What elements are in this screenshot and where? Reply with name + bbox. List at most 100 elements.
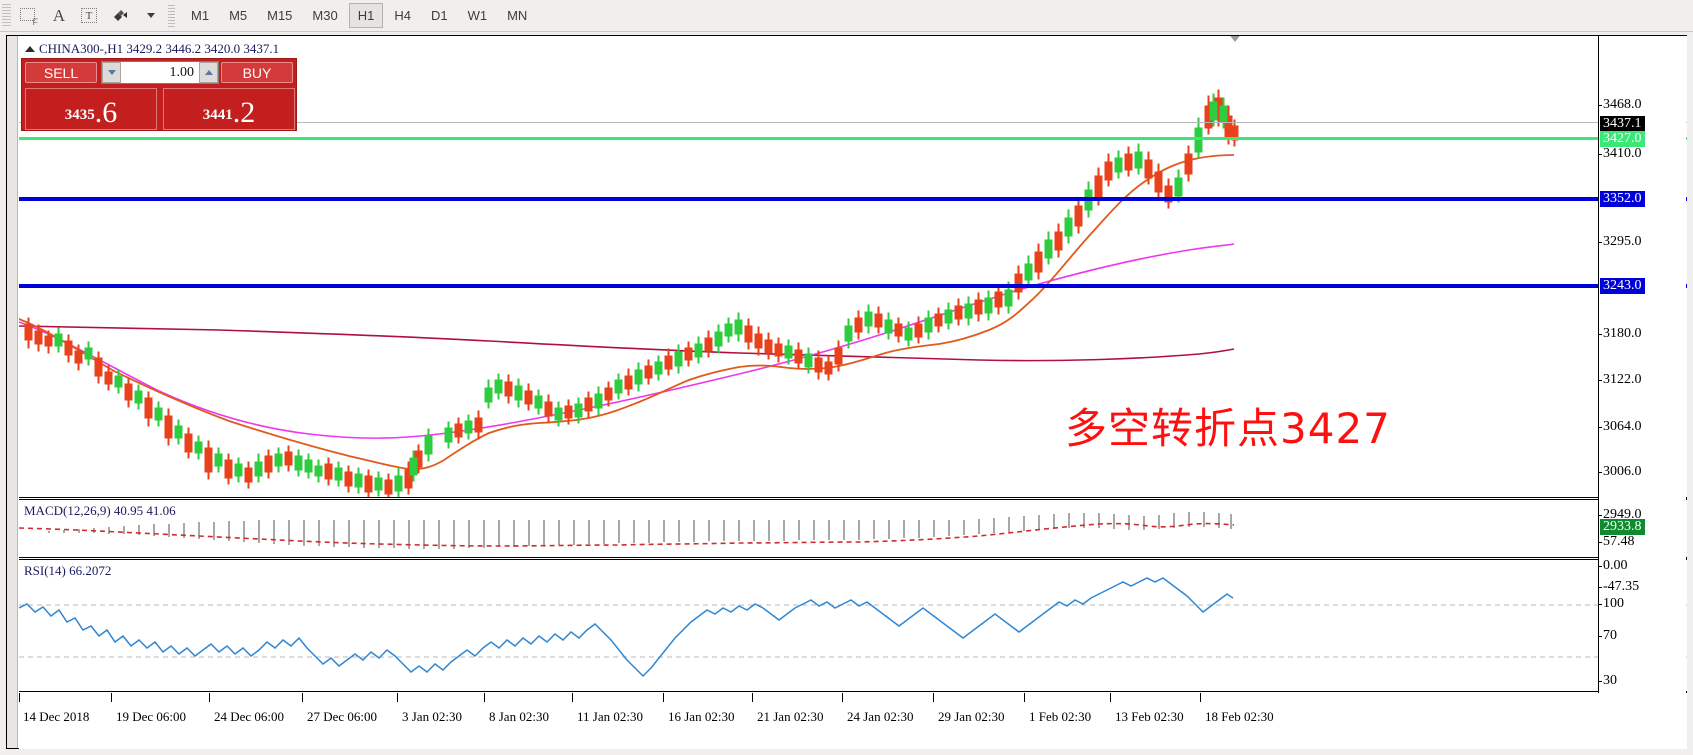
current-bar-marker-icon [1228,36,1242,42]
timeframe-m30[interactable]: M30 [312,8,338,23]
collapse-triangle-icon[interactable] [25,46,35,52]
timeframe-d1[interactable]: D1 [430,8,448,23]
timeframe-m1[interactable]: M1 [191,8,210,23]
time-sep [19,693,20,702]
macd-label: MACD(12,26,9) 40.95 41.06 [24,503,176,518]
chevron-down-icon [147,13,155,18]
time-sep [1200,693,1201,702]
time-label-5: 8 Jan 02:30 [489,709,549,724]
chart-symbol-ohlc-text: CHINA300-,H1 3429.2 3446.2 3420.0 3437.1 [39,41,280,56]
rsi-label: RSI(14) 66.2072 [24,563,112,578]
time-sep [484,693,485,702]
ma-long-line [19,325,1235,362]
time-label-10: 29 Jan 02:30 [938,709,1005,724]
volume-increase-button[interactable] [199,62,218,83]
objects-shape-icon [114,9,127,21]
support-level-label: 3243.0 [1600,278,1645,294]
support-line-3243 [19,284,1687,288]
macd-scale-zero: 0.00 [1598,558,1628,573]
timeframe-h1[interactable]: H1 [348,3,384,28]
price-tick-2949: 2949.0 [1598,507,1642,522]
time-sep [663,693,664,702]
chart-vertical-scrollbar[interactable] [7,36,18,748]
time-label-6: 11 Jan 02:30 [577,709,643,724]
resistance-level-label: 3352.0 [1600,191,1645,207]
buy-button[interactable]: BUY [221,62,293,83]
time-sep [397,693,398,702]
toolbar-separator [168,4,175,27]
one-click-trading-panel: SELL 1.00 BUY 3435.6 3441.2 [21,58,297,131]
buy-price-display[interactable]: 3441.2 [163,88,295,130]
time-label-13: 18 Feb 02:30 [1205,709,1274,724]
time-label-2: 24 Dec 06:00 [214,709,285,724]
price-tick-3468: 3468.0 [1598,97,1642,112]
text-box-glyph: T [85,9,93,22]
price-pane[interactable]: 多空转折点3427 [19,36,1687,498]
rsi-pane[interactable]: RSI(14) 66.2072 [19,559,1687,692]
time-label-9: 24 Jan 02:30 [847,709,914,724]
text-label-glyph: A [52,5,66,25]
buy-price-decimal: .2 [232,96,256,129]
rsi-line [19,577,1234,678]
volume-input[interactable]: 1.00 [169,64,195,80]
chart-symbol-header: CHINA300-,H1 3429.2 3446.2 3420.0 3437.1 [25,41,279,57]
time-sep [572,693,573,702]
time-label-11: 1 Feb 02:30 [1029,709,1092,724]
macd-scale-min: -47.35 [1597,579,1640,594]
time-label-1: 19 Dec 06:00 [116,709,187,724]
bid-price-label: 3427.0 [1600,131,1645,147]
price-scale-axis[interactable]: 3468.0 3410.0 3295.0 3180.0 3122.0 3064.… [1597,36,1686,748]
price-tick-3006: 3006.0 [1598,464,1642,479]
volume-stepper[interactable]: 1.00 [101,61,219,84]
crosshair-f-label: F [32,17,39,27]
price-tick-3180: 3180.0 [1598,326,1642,341]
macd-scale-max: 57.48 [1598,534,1635,549]
time-label-7: 16 Jan 02:30 [668,709,735,724]
time-label-8: 21 Jan 02:30 [757,709,824,724]
time-sep [302,693,303,702]
time-sep [1024,693,1025,702]
text-box-icon[interactable]: T [75,3,103,29]
objects-icon[interactable] [105,3,137,29]
text-label-icon[interactable]: A [45,3,73,29]
rsi-scale-70: 70 [1598,628,1617,643]
timeframe-w1[interactable]: W1 [467,8,488,23]
sell-button[interactable]: SELL [25,62,97,83]
price-tick-3064: 3064.0 [1598,419,1642,434]
trade-panel-controls: SELL 1.00 BUY [22,59,296,86]
chart-container: 多空转折点3427 CHINA300-,H1 3429.2 3446.2 342… [6,35,1687,749]
macd-pane[interactable]: MACD(12,26,9) 40.95 41.06 [19,499,1687,558]
price-tick-3295: 3295.0 [1598,234,1642,249]
low-band-label: 2933.8 [1600,519,1645,535]
macd-signal-line [19,522,1235,547]
sell-price-display[interactable]: 3435.6 [25,88,157,130]
time-sep [111,693,112,702]
candlestick-chart [19,89,1239,497]
timeframe-m15[interactable]: M15 [267,8,293,23]
bid-price-line [19,137,1687,140]
time-sep [752,693,753,702]
crosshair-f-icon[interactable]: F [14,3,43,29]
timeframe-mn[interactable]: MN [507,8,528,23]
ma-fast-line [19,154,1235,471]
objects-dropdown-arrow[interactable] [139,3,161,29]
time-sep [1110,693,1111,702]
chart-toolbar: F A T M1 M5 M15 M30 H1 H4 D1 W [0,0,1693,32]
volume-decrease-button[interactable] [102,62,121,83]
caret-down-icon [107,70,116,75]
time-sep [842,693,843,702]
ask-price-line [19,122,1687,123]
time-label-0: 14 Dec 2018 [23,709,90,724]
price-tick-3410: 3410.0 [1598,146,1642,161]
chart-annotation-text: 多空转折点3427 [1065,404,1391,453]
timeframe-m5[interactable]: M5 [229,8,248,23]
timeframe-h4[interactable]: H4 [394,8,411,23]
time-axis[interactable]: 14 Dec 2018 19 Dec 06:00 24 Dec 06:00 27… [19,693,1687,749]
time-sep [209,693,210,702]
sell-price-decimal: .6 [94,96,118,129]
rsi-scale-30: 30 [1598,673,1617,688]
rsi-chart [19,577,1687,678]
toolbar-drag-handle[interactable] [2,3,11,28]
candle-series [24,89,1239,497]
